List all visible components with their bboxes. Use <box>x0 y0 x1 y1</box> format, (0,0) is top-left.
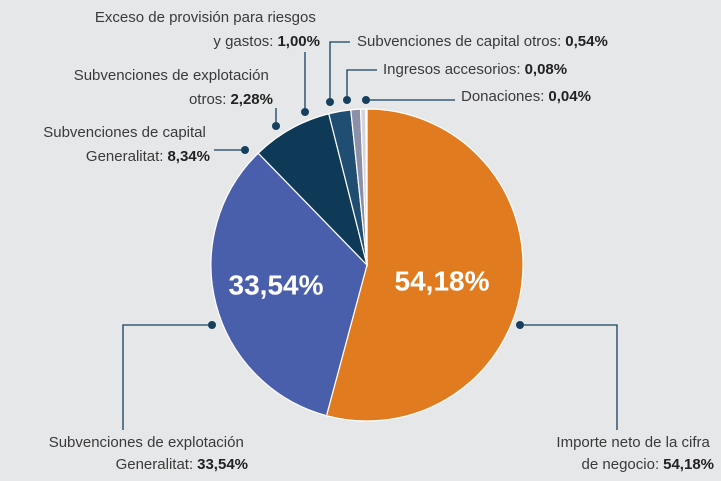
leader-dot <box>208 321 216 329</box>
category-label: Subvenciones de explotación Generalitat: <box>49 434 248 473</box>
category-label: Donaciones: <box>461 88 544 105</box>
category-label: Importe neto de la cifra de negocio: <box>556 434 714 473</box>
value-label: 54,18% <box>663 456 714 473</box>
value-label: 0,08% <box>525 61 568 78</box>
leader-dot <box>272 122 280 130</box>
category-label: Subvenciones de capital Generalitat: <box>43 124 210 165</box>
leader-line <box>122 324 212 430</box>
value-label: 33,54% <box>197 456 248 473</box>
leader-dot <box>343 96 351 104</box>
leader-dot <box>241 146 249 154</box>
value-label: 0,54% <box>565 33 608 50</box>
leader-line <box>520 324 618 430</box>
category-label: Subvenciones de explotación otros: <box>74 67 273 108</box>
category-label: Exceso de provisión para riesgos y gasto… <box>95 9 320 50</box>
leader-dot <box>301 108 309 116</box>
leader-dot <box>362 96 370 104</box>
leader-dot <box>516 321 524 329</box>
pie-slice <box>210 152 368 417</box>
value-label: 0,04% <box>548 88 591 105</box>
slice-label: 54,18% <box>395 265 490 296</box>
pie-slice <box>325 108 524 422</box>
slice-label: 33,54% <box>229 269 324 300</box>
leader-line <box>329 41 350 102</box>
value-label: 1,00% <box>277 33 320 50</box>
category-label: Ingresos accesorios: <box>383 61 521 78</box>
leader-dot <box>326 98 334 106</box>
category-label: Subvenciones de capital otros: <box>357 33 561 50</box>
value-label: 8,34% <box>167 148 210 165</box>
value-label: 2,28% <box>230 91 273 108</box>
leader-line <box>346 69 377 100</box>
